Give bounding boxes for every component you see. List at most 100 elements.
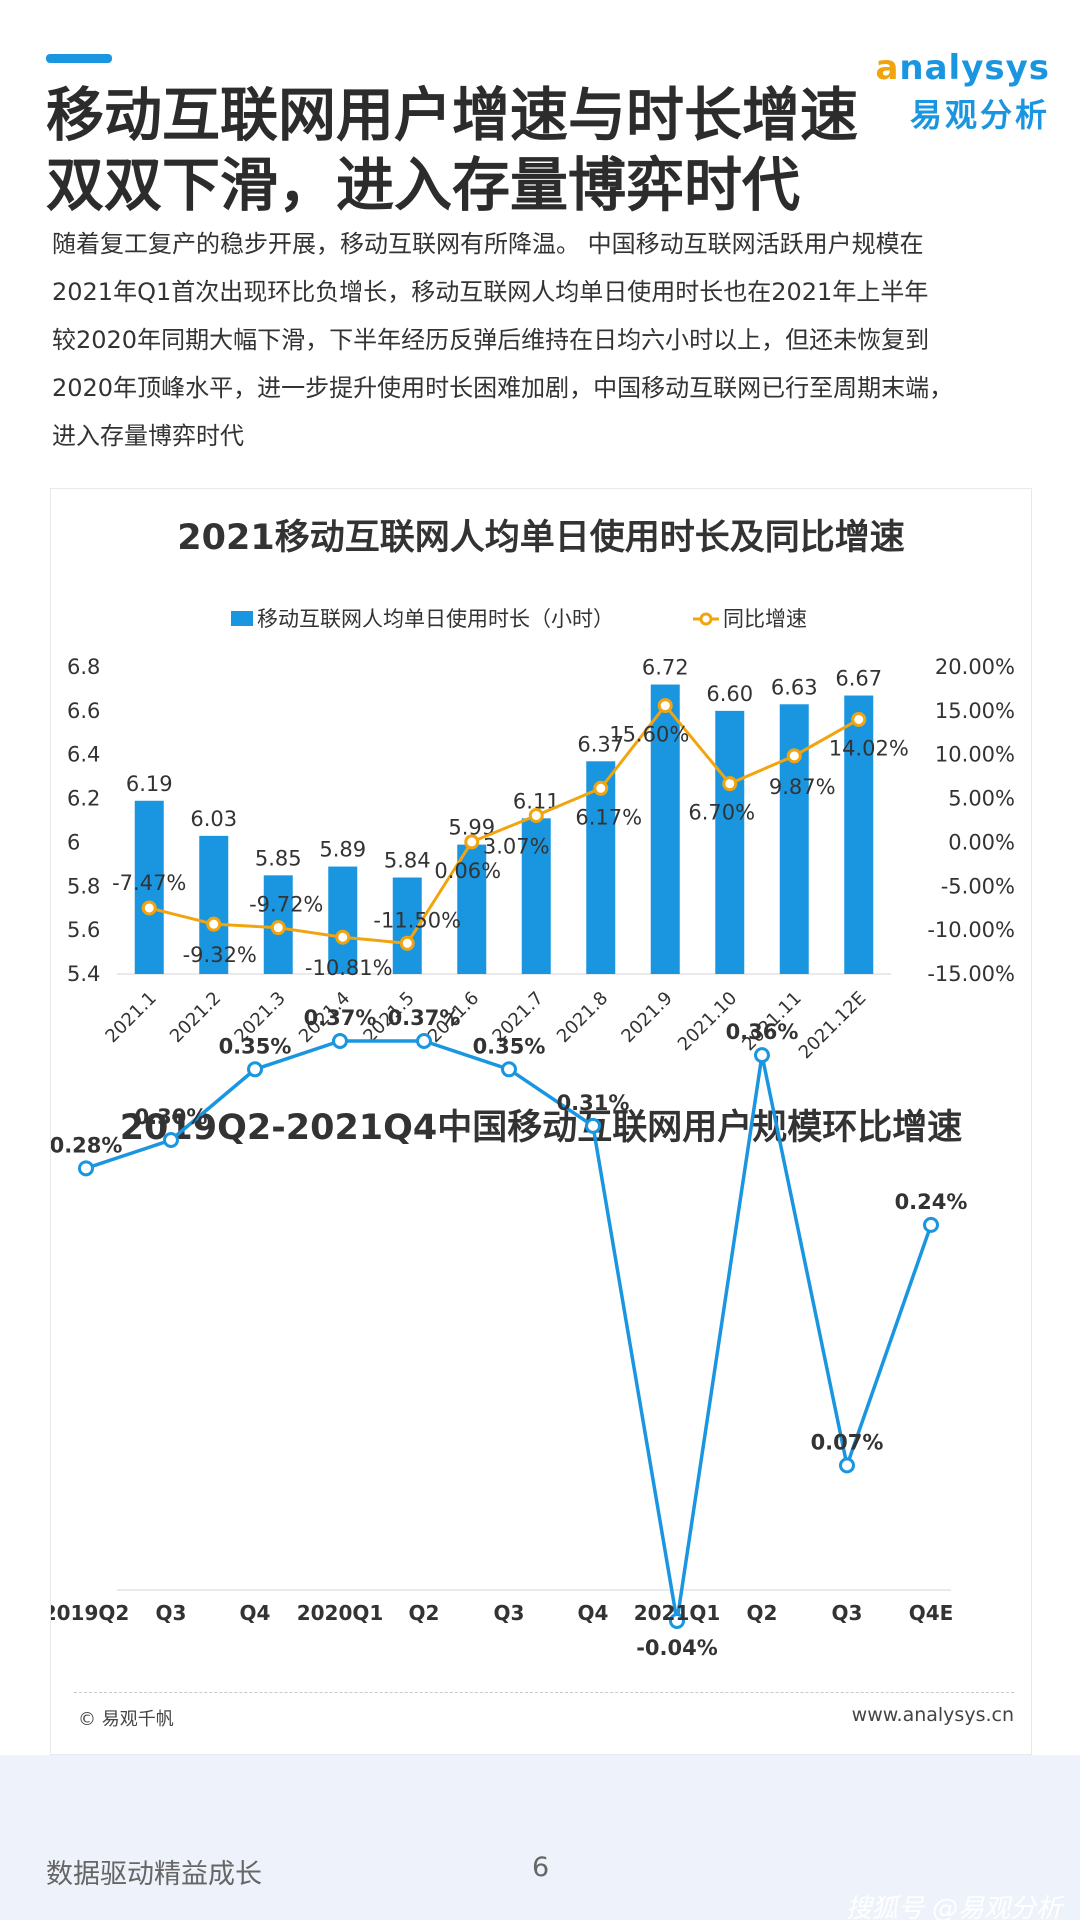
chart1-legend: 移动互联网人均单日使用时长（小时） 同比增速 — [231, 607, 807, 631]
intro-line: 2021年Q1首次出现环比负增长，移动互联网人均单日使用时长也在2021年上半年 — [52, 278, 929, 306]
chart1-bar-labels: 6.196.035.85 5.89 5.845.996.116.376.726.60… — [126, 656, 882, 873]
scale-growth-point — [501, 1061, 517, 1078]
y-left-tick-label: 6 — [67, 830, 80, 854]
usage-bar — [715, 710, 745, 974]
x-tick-label: Q2 — [747, 1601, 778, 1625]
bar-value-label: 5.85 — [255, 846, 302, 870]
scale-growth-point — [585, 1117, 601, 1134]
growth-line-path — [148, 703, 860, 945]
scale-growth-value-label: 0.31% — [557, 1091, 630, 1115]
intro-line: 较2020年同期大幅下滑，下半年经历反弹后维持在日均六小时以上，但还未恢复到 — [52, 326, 930, 354]
x-tick-label: 2021Q1 — [634, 1601, 721, 1625]
bar-value-label: 6.63 — [771, 675, 818, 699]
chart1-growth-line: -7.47% -9.32% -9.72% -10.81% -11.50% 0.06%3.0… — [112, 698, 909, 980]
slogan: 数据驱动精益成长 — [46, 1859, 262, 1890]
usage-bar — [134, 800, 164, 974]
growth-point — [593, 780, 609, 796]
usage-bar — [779, 704, 809, 974]
growth-point — [464, 834, 480, 850]
growth-value-label: 14.02% — [829, 736, 909, 760]
scale-growth-point — [839, 1457, 855, 1474]
growth-point — [206, 916, 222, 932]
website-link[interactable]: www.analysys.cn — [851, 1704, 1014, 1726]
bar-value-label: 5.84 — [384, 849, 431, 873]
legend-line-label: 同比增速 — [723, 607, 807, 631]
x-tick-label: 2020Q1 — [297, 1601, 384, 1625]
bar-value-label: 6.37 — [577, 732, 624, 756]
growth-value-label: -11.50% — [373, 908, 461, 932]
growth-value-label: 6.17% — [575, 805, 642, 829]
x-tick-label: Q2 — [409, 1601, 440, 1625]
chart1-bars — [134, 684, 874, 974]
x-tick-label: Q3 — [832, 1601, 863, 1625]
growth-point — [528, 808, 544, 824]
growth-point — [786, 748, 802, 764]
x-tick-label: Q4 — [578, 1601, 609, 1625]
scale-growth-value-label: 0.24% — [895, 1190, 968, 1214]
y-right-tick-label: -10.00% — [927, 918, 1015, 942]
bar-value-label: 6.19 — [126, 772, 173, 796]
bar-value-label: 6.72 — [642, 656, 689, 680]
x-tick-label: Q3 — [156, 1601, 187, 1625]
y-left-tick-label: 6.6 — [67, 699, 100, 723]
y-right-tick-label: -5.00% — [941, 874, 1015, 898]
growth-point — [722, 776, 738, 792]
x-tick-label: Q4 — [240, 1601, 271, 1625]
usage-bar — [586, 761, 616, 974]
scale-growth-value-label: 0.36% — [726, 1020, 799, 1044]
x-tick-label: 2021.12E — [795, 988, 871, 1064]
x-tick-label: 2019Q2 — [51, 1601, 129, 1625]
growth-value-label: 3.07% — [483, 835, 550, 859]
usage-bar — [650, 684, 680, 974]
scale-growth-value-label: 0.37% — [388, 1006, 461, 1030]
scale-growth-point — [78, 1160, 94, 1177]
intro-line: 进入存量博弈时代 — [52, 422, 244, 450]
y-left-tick-label: 6.4 — [67, 743, 100, 767]
scale-growth-point — [923, 1216, 939, 1233]
y-right-tick-label: 10.00% — [935, 743, 1015, 767]
growth-value-label: -7.47% — [112, 871, 186, 895]
usage-bar — [521, 818, 551, 974]
y-right-tick-label: 0.00% — [948, 830, 1015, 854]
growth-value-label: 15.60% — [609, 723, 689, 747]
legend-line-marker — [699, 612, 713, 626]
x-tick-label: Q4E — [909, 1601, 954, 1625]
growth-value-label: -9.32% — [183, 943, 257, 967]
usage-duration-chart: 2021移动互联网人均单日使用时长及同比增速 移动互联网人均单日使用时长（小时）… — [67, 518, 1015, 1063]
growth-point — [141, 900, 157, 916]
scale-growth-value-label: 0.35% — [219, 1034, 292, 1058]
page-number: 6 — [532, 1852, 550, 1883]
growth-point — [657, 698, 673, 714]
chart1-title: 2021移动互联网人均单日使用时长及同比增速 — [177, 518, 904, 558]
intro-line: 2020年顶峰水平，进一步提升使用时长困难加剧，中国移动互联网已行至周期末端， — [52, 374, 954, 402]
y-left-tick-label: 5.4 — [67, 962, 100, 986]
usage-bar — [457, 844, 487, 974]
chart2-x-axis: 2019Q2 Q3 Q4 2020Q1 Q2 Q3 Q4 2021Q1 Q2 Q3 Q4E — [51, 1601, 953, 1625]
y-right-tick-label: 15.00% — [935, 699, 1015, 723]
growth-point — [270, 920, 286, 936]
bar-value-label: 6.67 — [835, 667, 882, 691]
y-left-tick-label: 6.8 — [67, 655, 100, 679]
x-tick-label: 2021.8 — [553, 988, 612, 1047]
intro-paragraph: 随着复工复产的稳步开展，移动互联网有所降温。 中国移动互联网活跃用户规模在 20… — [52, 220, 1042, 460]
scale-growth-point — [163, 1132, 179, 1149]
y-left-tick-label: 6.2 — [67, 787, 100, 811]
charts-canvas: 2021移动互联网人均单日使用时长及同比增速 移动互联网人均单日使用时长（小时）… — [51, 518, 1015, 1660]
analysys-logo: analysys 易观分析 — [860, 48, 1050, 136]
scale-growth-point — [754, 1047, 770, 1064]
chart1-right-axis: 20.00% 15.00% 10.00% 5.00% 0.00% -5.00% -10.00… — [927, 655, 1015, 986]
scale-growth-value-label: 0.30% — [135, 1105, 208, 1129]
logo-wordmark: analysys — [875, 48, 1050, 88]
legend-bar-swatch — [231, 611, 253, 626]
scale-growth-value-label: -0.04% — [636, 1636, 718, 1660]
growth-value-label: 6.70% — [688, 801, 755, 825]
usage-bar — [199, 835, 229, 974]
scale-growth-value-label: 0.07% — [811, 1430, 884, 1454]
scale-growth-value-label: 0.28% — [51, 1133, 122, 1157]
bar-value-label: 5.89 — [319, 838, 366, 862]
y-left-tick-label: 5.8 — [67, 874, 100, 898]
y-right-tick-label: 5.00% — [948, 787, 1015, 811]
scale-growth-value-label: 0.35% — [473, 1034, 546, 1058]
intro-line: 随着复工复产的稳步开展，移动互联网有所降温。 中国移动互联网活跃用户规模在 — [52, 230, 924, 258]
growth-point — [335, 929, 351, 945]
